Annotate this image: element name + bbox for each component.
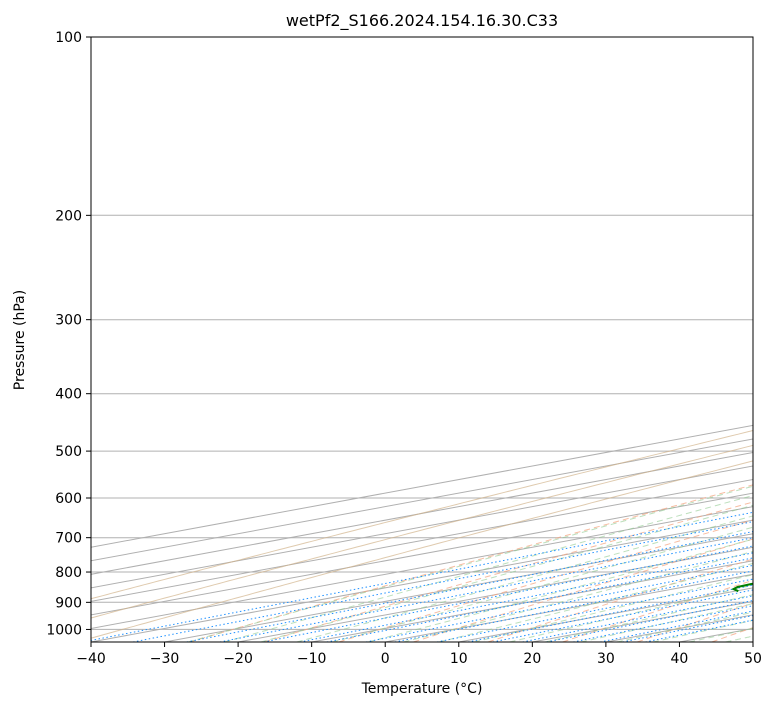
moist-adiabat-line <box>616 611 753 642</box>
x-tick-label: −20 <box>223 651 253 667</box>
x-tick-label: −30 <box>150 651 180 667</box>
dry-adiabat-line <box>189 484 753 642</box>
isotherm-line <box>311 560 753 642</box>
isotherm-line <box>752 641 753 642</box>
x-tick-label: 40 <box>671 651 689 667</box>
x-tick-label: 50 <box>744 651 762 667</box>
isotherm-line <box>91 506 753 629</box>
mixing-ratio-line <box>546 600 753 642</box>
moist-adiabat-line <box>509 584 753 642</box>
isotherm-line <box>91 479 753 602</box>
x-tick-label: −10 <box>297 651 327 667</box>
isotherm-line <box>238 546 753 642</box>
moist-adiabat-line <box>403 550 753 642</box>
dry-adiabat-line <box>562 579 753 642</box>
y-tick-label: 600 <box>55 491 82 507</box>
moist-adiabat-line <box>438 562 753 642</box>
x-tick-label: 20 <box>523 651 541 667</box>
chart-title: wetPf2_S166.2024.154.16.30.C33 <box>286 11 558 31</box>
isotherm-line <box>91 465 753 589</box>
isotherm-line <box>91 438 753 562</box>
moist-adiabat-line <box>187 485 753 642</box>
y-tick-label: 100 <box>55 30 82 46</box>
x-tick-label: 30 <box>597 651 615 667</box>
moist-adiabat-line <box>580 603 753 642</box>
dry-adiabat-line <box>338 519 753 642</box>
dry-adiabat-line <box>264 501 753 642</box>
x-tick-label: 10 <box>450 651 468 667</box>
plot-frame <box>90 36 754 643</box>
isotherm-line <box>91 519 753 642</box>
isotherm-line <box>605 614 753 642</box>
mixing-ratio-line <box>299 552 753 642</box>
moist-adiabat-line <box>474 574 753 642</box>
dry-adiabat-line <box>413 538 753 642</box>
y-tick-label: 800 <box>55 565 82 581</box>
dry-adiabat-line <box>711 627 753 642</box>
profiles <box>731 582 753 593</box>
x-tick-label: 0 <box>381 651 390 667</box>
mixing-ratio-line <box>219 537 753 642</box>
moist-adiabat-line <box>332 526 753 642</box>
isotherm-line <box>91 424 753 548</box>
reference-curve-line <box>91 460 753 639</box>
y-tick-label: 500 <box>55 444 82 460</box>
mixing-ratio-line <box>492 589 753 642</box>
dewpoint-profile-line <box>731 582 753 593</box>
moist-adiabat-line <box>224 494 753 642</box>
moist-adiabat-line <box>652 619 753 642</box>
y-tick-label: 300 <box>55 313 82 329</box>
mixing-ratio-line <box>573 605 753 642</box>
isotherm-line <box>532 600 753 642</box>
moist-adiabat-line <box>296 515 753 642</box>
mixing-ratio-line <box>326 557 753 642</box>
isotherm-line <box>91 451 753 575</box>
mixing-ratio-line <box>365 564 753 642</box>
y-tick-label: 900 <box>55 595 82 611</box>
axes: −40 −30 −20 −10 0 10 20 30 40 50 100 200 300 400 500 60… <box>46 30 762 667</box>
y-tick-label: 400 <box>55 387 82 403</box>
isotherm-line <box>385 573 753 642</box>
y-tick-label: 200 <box>55 208 82 224</box>
mixing-ratio-line <box>186 531 753 642</box>
y-tick-label: 1000 <box>46 622 82 638</box>
isotherm-line <box>91 492 753 616</box>
x-tick-label: −40 <box>76 651 106 667</box>
isotherm-line <box>164 533 753 642</box>
mixing-ratio-line <box>394 570 753 642</box>
mixing-ratio-line <box>91 511 753 641</box>
y-axis-label: Pressure (hPa) <box>12 290 28 390</box>
moist-adiabat-line <box>367 538 753 642</box>
y-tick-label: 700 <box>55 531 82 547</box>
moist-adiabat-line <box>725 635 753 642</box>
moist-adiabat-line <box>260 504 753 642</box>
x-axis-label: Temperature (°C) <box>361 681 483 697</box>
plot-background <box>91 37 753 642</box>
moist-adiabat-line <box>689 627 753 642</box>
